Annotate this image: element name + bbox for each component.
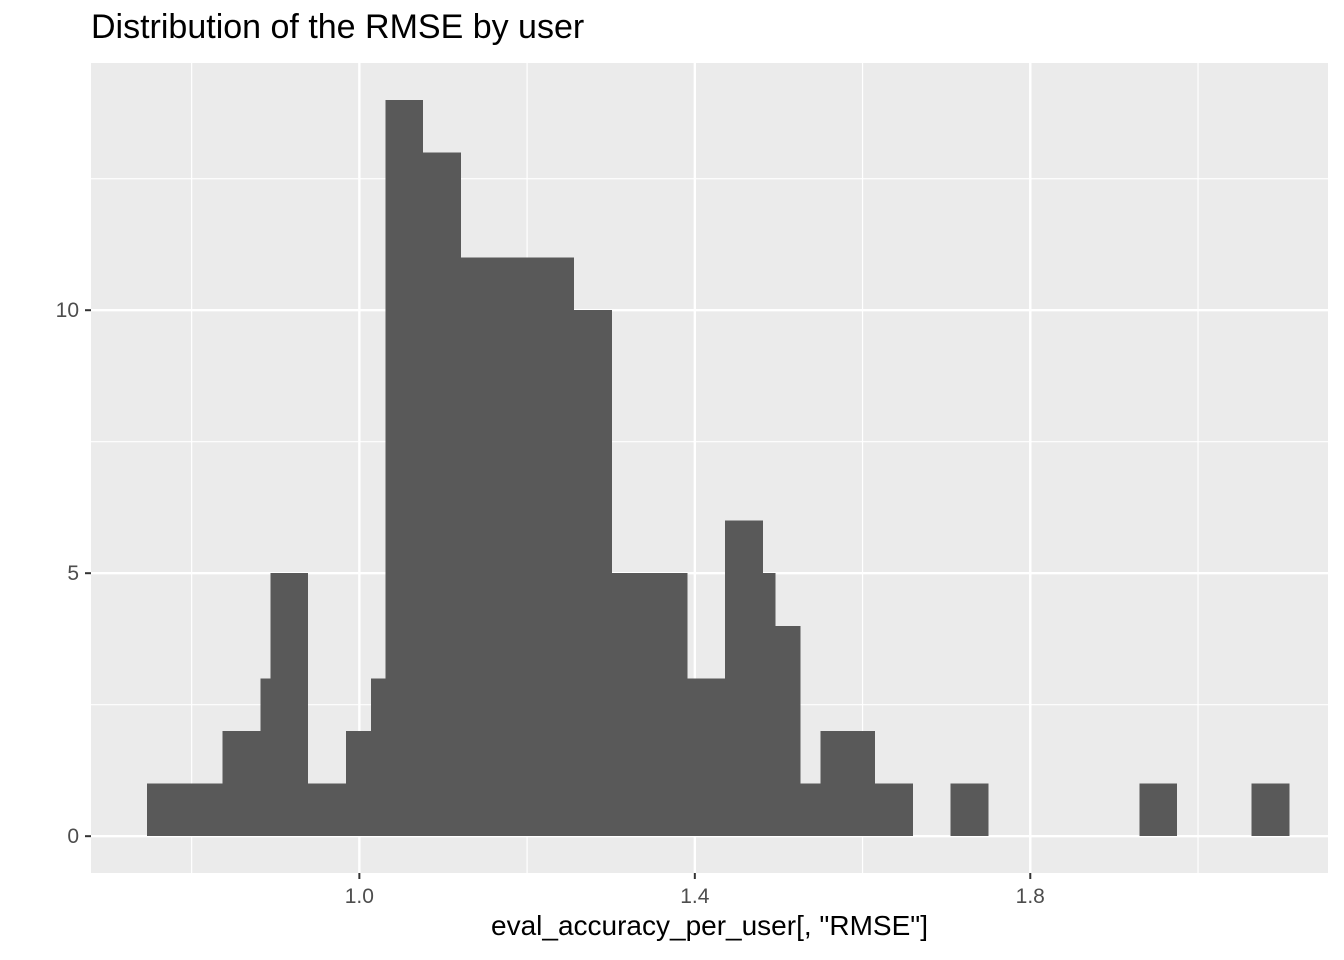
histogram-bar: [147, 783, 185, 837]
histogram-bar: [762, 573, 776, 837]
histogram-bar: [611, 573, 688, 837]
histogram-bar: [725, 520, 763, 837]
histogram-bar: [345, 730, 372, 837]
histogram-bar: [800, 783, 821, 837]
histogram-bar: [775, 625, 801, 837]
histogram-bar: [460, 257, 575, 837]
histogram-bar: [574, 310, 612, 837]
y-axis-tick-label: 5: [67, 562, 79, 585]
histogram-bar: [270, 573, 309, 837]
histogram-bar: [687, 678, 726, 837]
histogram-bar: [950, 783, 989, 837]
x-axis-tick-label: 1.0: [345, 885, 374, 908]
x-axis: 1.0 1.4 1.8: [345, 873, 1045, 908]
histogram-bar: [423, 152, 461, 837]
histogram-bar: [222, 730, 261, 837]
y-axis-tick-label: 0: [67, 825, 79, 848]
x-axis-tick-label: 1.8: [1016, 885, 1045, 908]
histogram-bar: [184, 783, 223, 837]
histogram-bar: [308, 783, 346, 837]
histogram-bar: [385, 99, 424, 837]
histogram-bar: [875, 783, 913, 837]
histogram-bar: [1139, 783, 1178, 837]
histogram-bar: [1251, 783, 1290, 837]
histogram-bar: [260, 678, 271, 837]
x-axis-tick-label: 1.4: [680, 885, 710, 908]
x-axis-label: eval_accuracy_per_user[, "RMSE"]: [491, 910, 928, 941]
histogram-bars: [147, 99, 1290, 837]
chart-title: Distribution of the RMSE by user: [91, 8, 585, 46]
histogram-bar: [371, 678, 386, 837]
histogram-bar: [820, 730, 876, 837]
y-axis-tick-label: 10: [56, 299, 79, 322]
y-axis: 0 5 10: [56, 299, 91, 848]
